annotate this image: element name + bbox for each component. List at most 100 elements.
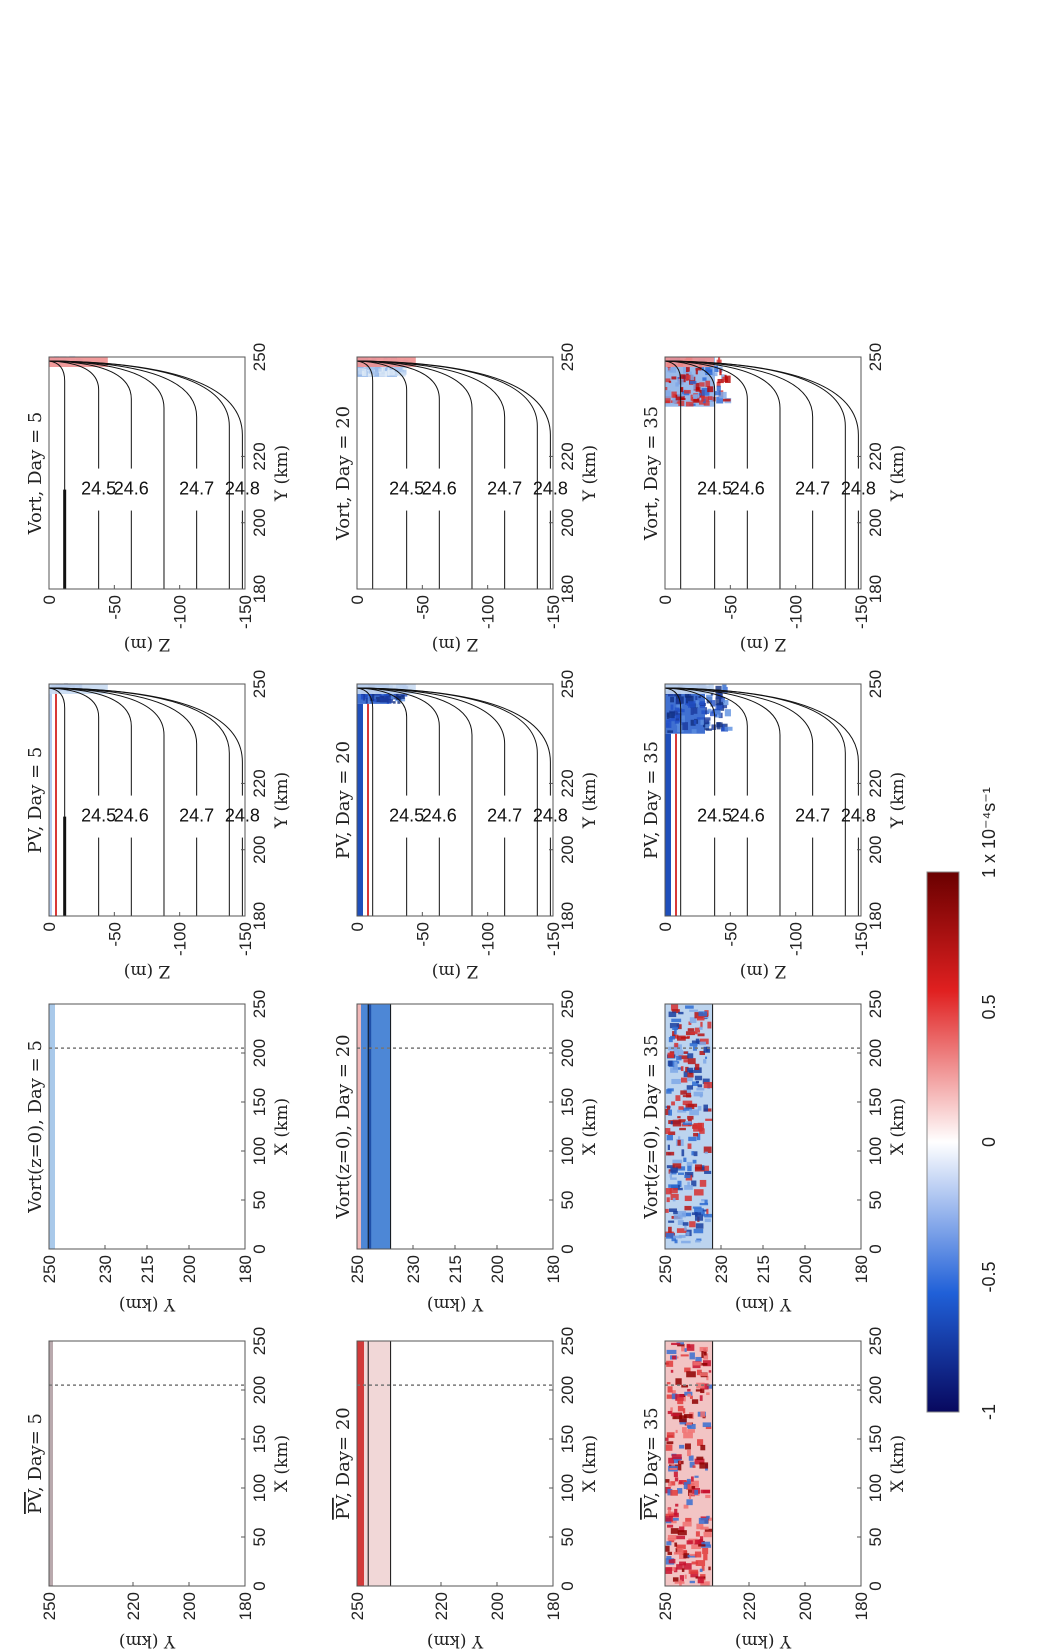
eddy-speckle (704, 1218, 711, 1223)
anomaly-speckle (698, 696, 701, 699)
anomaly-speckle (702, 377, 707, 381)
y-tick-label: 250 (656, 1592, 675, 1620)
y-tick-label: 250 (656, 1255, 675, 1283)
x-tick-label: 150 (866, 1425, 885, 1453)
panel-title: Vort, Day = 5 (25, 412, 46, 536)
eddy-speckle (694, 1475, 699, 1478)
contour-label-bg (395, 468, 418, 511)
plot-area (357, 1004, 553, 1249)
x-tick-label: 250 (250, 990, 269, 1018)
anomaly-speckle (704, 719, 710, 724)
eddy-speckle (678, 1460, 681, 1465)
eddy-speckle (679, 1444, 685, 1449)
panel-6: 0 50 100 150 200 250 250 230 215 200 180 X (km) Y (k… (333, 990, 600, 1314)
eddy-speckle (693, 1361, 702, 1366)
y-tick-label: -150 (852, 922, 871, 956)
x-tick-label: 150 (250, 1088, 269, 1116)
x-tick-label: 200 (250, 836, 269, 864)
x-axis-label: X (km) (888, 1098, 908, 1155)
anomaly-speckle (671, 376, 677, 380)
eddy-speckle (692, 1159, 697, 1164)
anomaly-speckle (399, 372, 406, 377)
eddy-speckle (681, 1149, 685, 1157)
panel-title: Vort(z=0), Day = 35 (641, 1034, 662, 1219)
eddy-speckle (682, 1521, 692, 1527)
pv-surface-layer (357, 703, 363, 916)
eddy-speckle (685, 1517, 692, 1522)
eddy-speckle (677, 1530, 687, 1536)
anomaly-speckle (690, 707, 694, 715)
y-tick-label: 200 (796, 1592, 815, 1620)
panel-title: PV, Day= 35 (641, 1407, 662, 1519)
eddy-speckle (672, 1355, 677, 1360)
y-axis-label: Z (m) (124, 961, 171, 981)
anomaly-speckle (707, 708, 712, 713)
anomaly-speckle (724, 726, 733, 731)
y-tick-label: 0 (40, 922, 59, 931)
eddy-speckle (683, 1504, 689, 1509)
anomaly-speckle (693, 398, 700, 403)
x-axis-label: X (km) (580, 1098, 600, 1155)
eddy-speckle (704, 1170, 712, 1174)
anomaly-speckle (699, 382, 705, 387)
y-tick-label: -150 (236, 595, 255, 629)
y-tick-label: -150 (544, 595, 563, 629)
y-tick-label: 200 (180, 1592, 199, 1620)
eddy-speckle (702, 1489, 711, 1494)
eddy-speckle (703, 1554, 708, 1561)
eddy-speckle (680, 1036, 690, 1039)
x-tick-label: 200 (558, 1039, 577, 1067)
contour-label: 24.7 (179, 805, 214, 825)
eddy-speckle (673, 1471, 678, 1478)
eddy-speckle (667, 1386, 673, 1393)
eddy-speckle (700, 1444, 706, 1451)
contour-label-bg (801, 795, 824, 838)
panel-title: PV, Day = 20 (333, 741, 354, 859)
contour-label: 24.5 (389, 805, 424, 825)
eddy-speckle (680, 1354, 689, 1357)
eddy-speckle (708, 1370, 712, 1373)
contour-label: 24.5 (389, 478, 424, 498)
contour-label: 24.5 (697, 805, 732, 825)
y-tick-label: 220 (124, 1592, 143, 1620)
eddy-speckle (666, 1556, 672, 1560)
eddy-speckle (684, 1195, 692, 1202)
panel-10: 0 50 100 150 200 250 250 230 215 200 180 X (km) Y (k… (641, 990, 908, 1314)
anomaly-speckle (669, 367, 677, 373)
x-tick-label: 50 (558, 1191, 577, 1210)
eddy-speckle (682, 1222, 689, 1226)
x-axis-label: Y (km) (580, 772, 600, 829)
pv-red-layer (675, 733, 677, 916)
eddy-speckle (687, 1115, 694, 1120)
eddy-speckle (683, 1482, 688, 1490)
y-axis-label: Y (km) (427, 1631, 484, 1649)
eddy-speckle (694, 1489, 699, 1495)
plot-area (49, 1341, 245, 1586)
panel-title-day: , Day= 20 (333, 1407, 354, 1497)
y-axis-label: Z (m) (432, 634, 479, 654)
panel-12: 24.524.6 24.7 24.8 180 200 220 250 0 -50 -100 -150… (641, 343, 908, 654)
eddy-speckle (687, 1028, 695, 1032)
surface-strip (49, 1341, 53, 1586)
y-tick-label: 220 (432, 1592, 451, 1620)
y-tick-label: 215 (754, 1255, 773, 1283)
eddy-speckle (687, 1429, 695, 1433)
eddy-speckle (684, 1174, 691, 1179)
contour-label-bg (847, 795, 870, 838)
eddy-speckle (693, 1228, 704, 1234)
eddy-speckle (691, 1561, 698, 1565)
contour-label: 24.8 (841, 805, 876, 825)
eddy-speckle (665, 1479, 670, 1483)
panel-title-pv: PV (25, 1488, 46, 1514)
eddy-speckle (688, 1492, 692, 1499)
eddy-speckle (683, 1432, 693, 1439)
eddy-speckle (672, 1026, 679, 1031)
plot-frame (48, 356, 246, 590)
eddy-speckle (703, 1104, 708, 1112)
anomaly-speckle (673, 393, 677, 398)
eddy-speckle (691, 1399, 699, 1404)
anomaly-speckle (670, 704, 674, 710)
eddy-speckle (686, 1499, 693, 1506)
contour-label: 24.6 (114, 805, 149, 825)
y-tick-label: 250 (40, 1592, 59, 1620)
